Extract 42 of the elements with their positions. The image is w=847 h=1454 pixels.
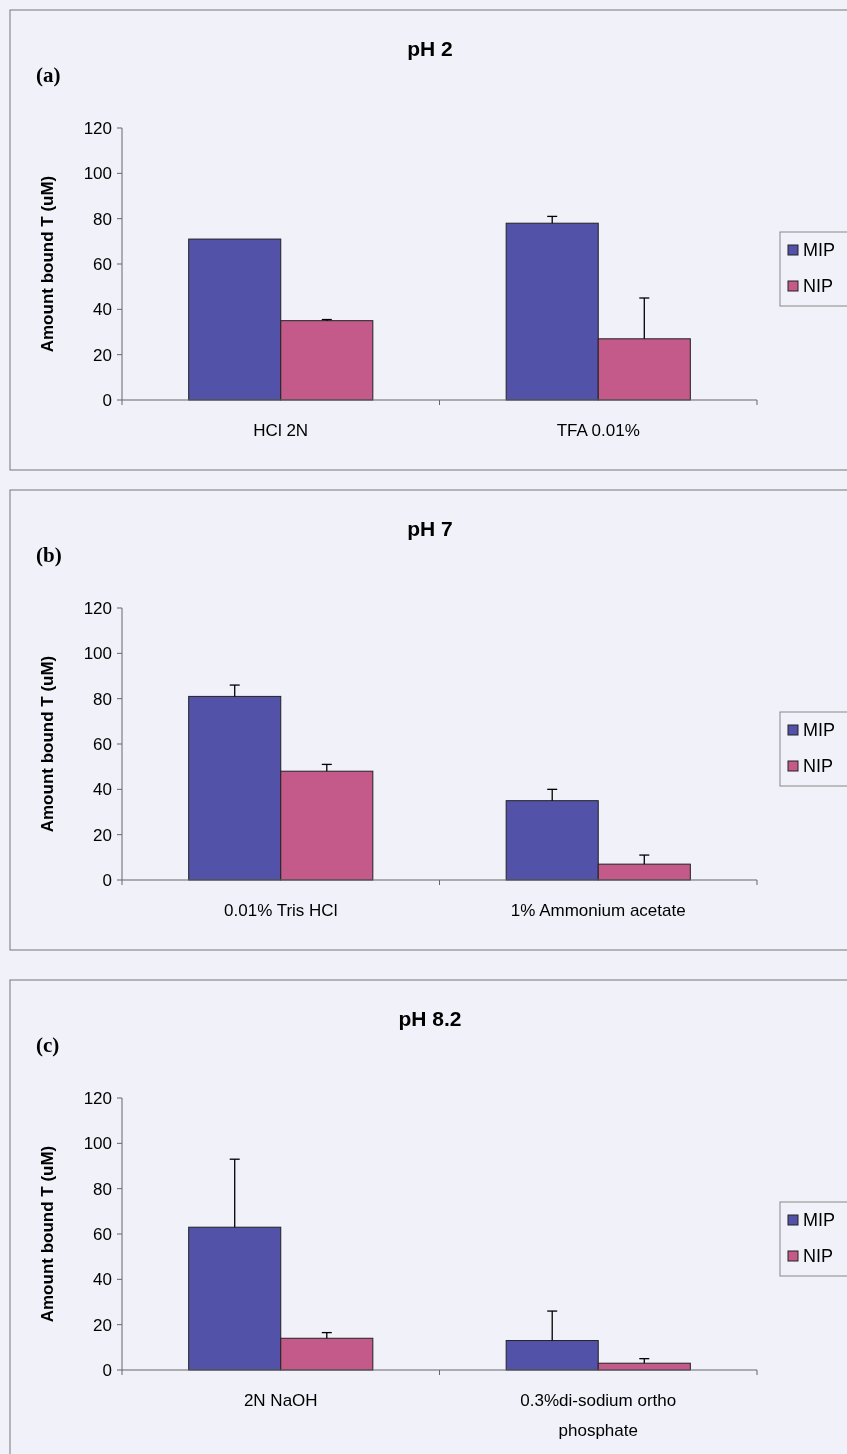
x-tick-label: 0.01% Tris HCl (224, 901, 338, 920)
y-tick-label: 100 (83, 1134, 112, 1154)
y-tick-label: 60 (93, 734, 112, 754)
chart-title: pH 8.2 (398, 1007, 462, 1030)
x-tick-label: TFA 0.01% (556, 421, 640, 440)
legend-label: MIP (803, 240, 836, 261)
y-axis-title: Amount bound T (uM) (38, 655, 57, 833)
legend-label: NIP (803, 756, 834, 777)
y-tick-label: 0 (102, 1360, 112, 1380)
x-tick-label: HCl 2N (253, 421, 309, 440)
y-tick-label: 40 (93, 780, 112, 800)
y-tick-label: 60 (93, 1224, 112, 1244)
y-tick-label: 20 (93, 825, 112, 845)
text: (a) (36, 63, 61, 87)
text: (b) (36, 543, 62, 567)
y-axis-title: Amount bound T (uM) (38, 1145, 57, 1323)
legend-label: MIP (803, 720, 836, 741)
y-tick-label: 80 (93, 689, 112, 709)
y-tick-label: 80 (93, 209, 112, 229)
text: (c) (36, 1033, 60, 1057)
legend-label: MIP (803, 1210, 836, 1231)
y-tick-label: 100 (83, 164, 112, 184)
y-tick-label: 120 (83, 118, 112, 138)
y-axis-title: Amount bound T (uM) (38, 175, 57, 353)
legend-label: NIP (803, 1246, 834, 1267)
y-tick-label: 80 (93, 1179, 112, 1199)
legend-label: NIP (803, 276, 834, 297)
y-tick-label: 0 (102, 870, 112, 890)
y-tick-label: 20 (93, 1315, 112, 1335)
x-tick-label: 2N NaOH (243, 1391, 318, 1410)
y-tick-label: 40 (93, 1270, 112, 1290)
y-tick-label: 120 (83, 1088, 112, 1108)
chart-title: pH 7 (407, 517, 453, 540)
y-tick-label: 60 (93, 254, 112, 274)
y-tick-label: 40 (93, 300, 112, 320)
x-tick-label: 0.3%di-sodium ortho phosphate (520, 1391, 677, 1440)
chart-title: pH 2 (407, 37, 453, 60)
y-tick-label: 0 (102, 390, 112, 410)
y-tick-label: 120 (83, 598, 112, 618)
y-tick-label: 20 (93, 345, 112, 365)
y-tick-label: 100 (83, 644, 112, 664)
x-tick-label: 1% Ammonium acetate (510, 901, 686, 920)
